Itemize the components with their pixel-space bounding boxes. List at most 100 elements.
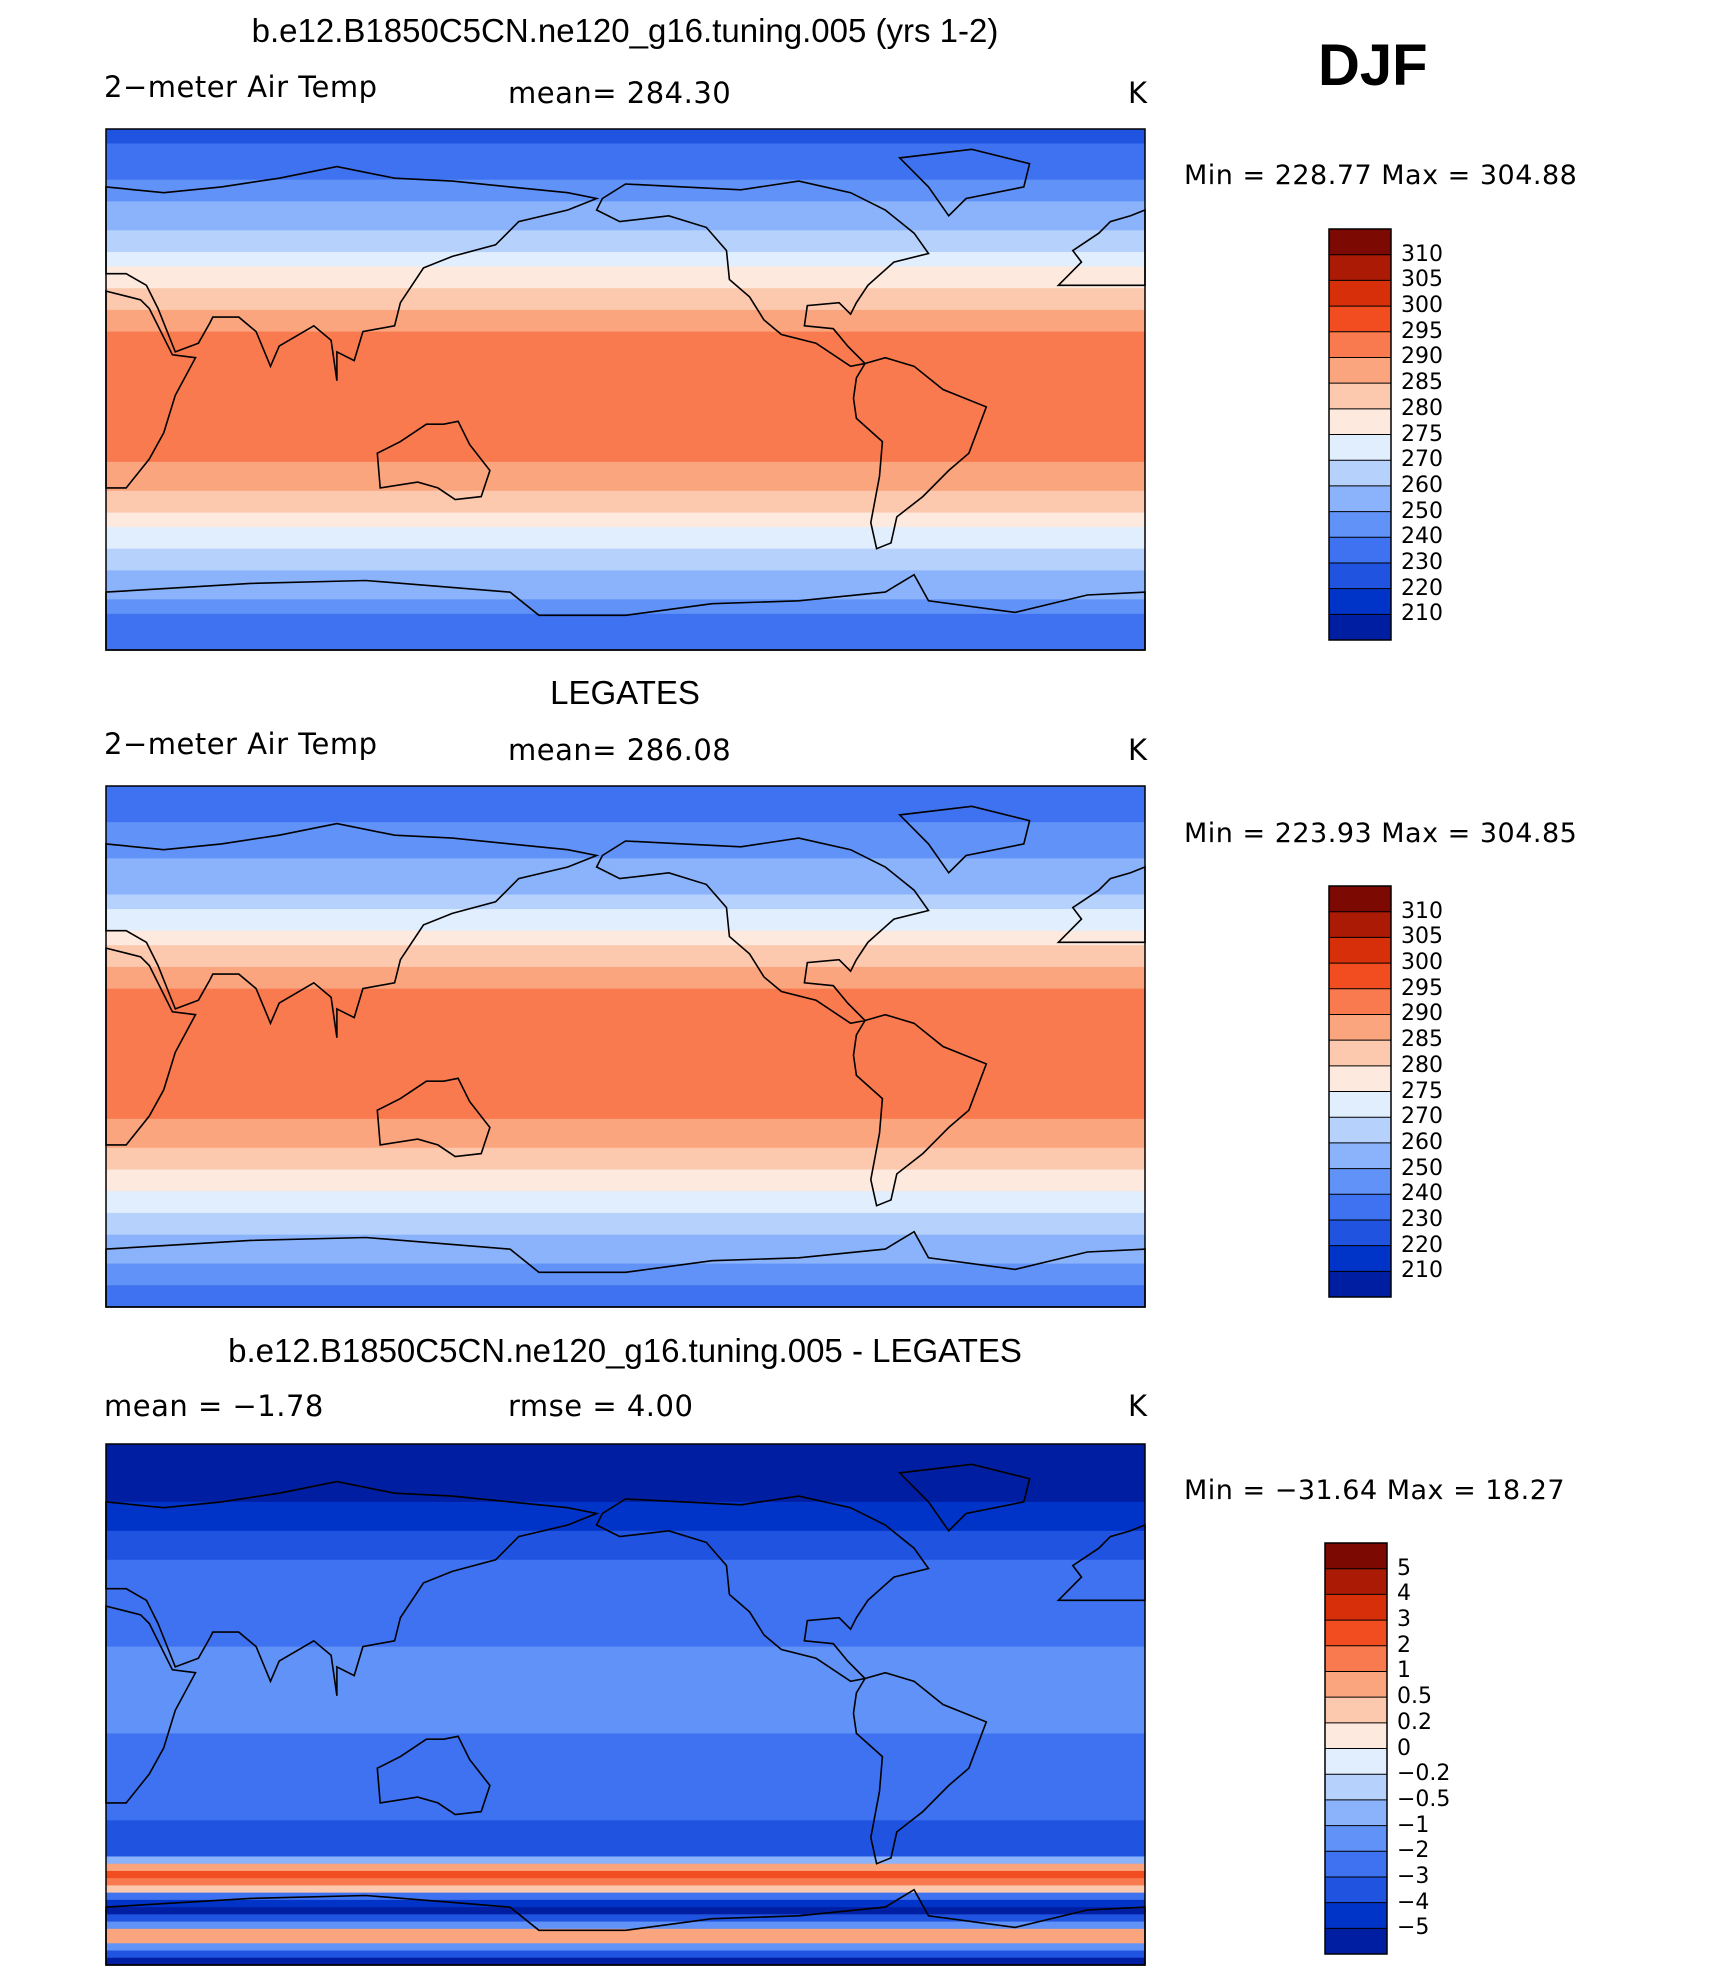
- zonal-band: [106, 1878, 1145, 1887]
- zonal-band: [106, 1921, 1145, 1930]
- zonal-band: [106, 382, 1145, 391]
- coastline: [105, 165, 600, 381]
- zonal-band: [106, 1733, 1145, 1742]
- colorbar-tick-label: 300: [1401, 950, 1443, 976]
- colorbar-swatch: [1329, 886, 1391, 913]
- zonal-band: [106, 302, 1145, 311]
- colorbar-swatch: [1329, 1065, 1391, 1092]
- zonal-band: [106, 1024, 1145, 1033]
- zonal-band: [106, 1559, 1145, 1568]
- colorbar-tick-label: 250: [1401, 498, 1443, 524]
- colorbar-tick-label: 0.2: [1397, 1709, 1432, 1735]
- zonal-band: [106, 295, 1145, 304]
- zonal-band: [106, 309, 1145, 318]
- zonal-band: [106, 1588, 1145, 1597]
- colorbar-swatch: [1329, 408, 1391, 435]
- colorbar-tick-label: −0.2: [1397, 1761, 1451, 1787]
- coastline: [105, 290, 197, 489]
- zonal-band: [106, 1068, 1145, 1077]
- panel-1-variable: 2−meter Air Temp: [104, 70, 378, 104]
- zonal-band: [106, 959, 1145, 968]
- zonal-band: [106, 476, 1145, 485]
- panel-3-colorbar: [1324, 1542, 1388, 1955]
- zonal-band: [106, 1567, 1145, 1575]
- zonal-band: [106, 1278, 1145, 1286]
- zonal-band: [106, 1285, 1145, 1294]
- colorbar-frame: [1328, 228, 1392, 641]
- colorbar-swatch: [1325, 1645, 1387, 1672]
- colorbar-swatch: [1325, 1851, 1387, 1878]
- zonal-band: [106, 541, 1145, 550]
- zonal-band: [106, 988, 1145, 997]
- colorbar-tick-label: 295: [1401, 975, 1443, 1001]
- zonal-band: [106, 1104, 1145, 1113]
- zonal-band: [106, 1191, 1145, 1200]
- colorbar-tick-label: 285: [1401, 370, 1443, 396]
- zonal-band: [106, 389, 1145, 398]
- panel-1-minmax: Min = 228.77 Max = 304.88: [1184, 160, 1578, 191]
- colorbar-swatch: [1325, 1697, 1387, 1724]
- zonal-band: [106, 916, 1145, 925]
- zonal-band: [106, 280, 1145, 289]
- zonal-band: [106, 244, 1145, 253]
- zonal-band: [106, 1212, 1145, 1221]
- zonal-band: [106, 201, 1145, 210]
- zonal-band: [106, 880, 1145, 888]
- colorbar-swatch: [1325, 1568, 1387, 1595]
- zonal-band: [106, 1458, 1145, 1467]
- zonal-band: [106, 1711, 1145, 1720]
- colorbar-swatch: [1329, 331, 1391, 358]
- coastline: [595, 837, 930, 1025]
- panel-1-mean: mean= 284.30: [508, 76, 732, 110]
- coastline: [897, 1463, 1031, 1533]
- colorbar-tick-label: 260: [1401, 1129, 1443, 1155]
- colorbar-swatch: [1325, 1825, 1387, 1852]
- colorbar-swatch: [1329, 460, 1391, 487]
- zonal-band: [106, 1791, 1145, 1800]
- zonal-band: [106, 432, 1145, 441]
- zonal-band: [106, 230, 1145, 239]
- zonal-band: [106, 1451, 1145, 1460]
- colorbar-tick-label: 0: [1397, 1735, 1411, 1761]
- colorbar-tick-label: 270: [1401, 447, 1443, 473]
- panel-1-units: K: [1128, 76, 1148, 110]
- zonal-band: [106, 490, 1145, 499]
- panel-1-title: b.e12.B1850C5CN.ne120_g16.tuning.005 (yr…: [251, 12, 999, 49]
- zonal-band: [106, 215, 1145, 224]
- zonal-band: [106, 1805, 1145, 1814]
- zonal-band: [106, 1841, 1145, 1850]
- colorbar-swatch: [1329, 306, 1391, 333]
- zonal-band: [106, 1849, 1145, 1858]
- zonal-band: [106, 1704, 1145, 1713]
- colorbar-tick-label: 220: [1401, 575, 1443, 601]
- zonal-band: [106, 1538, 1145, 1546]
- zonal-band: [106, 1089, 1145, 1098]
- zonal-band: [106, 1530, 1145, 1539]
- colorbar-tick-label: 285: [1401, 1027, 1443, 1053]
- colorbar-swatch: [1325, 1928, 1387, 1955]
- zonal-band: [106, 353, 1145, 362]
- zonal-band: [106, 1914, 1145, 1923]
- zonal-band: [106, 1646, 1145, 1655]
- colorbar-swatch: [1329, 485, 1391, 513]
- coastline: [105, 1480, 600, 1696]
- zonal-band: [106, 584, 1145, 593]
- zonal-band: [106, 1263, 1145, 1272]
- zonal-band: [106, 1798, 1145, 1807]
- panel-1-colorbar: [1328, 228, 1392, 641]
- zonal-band: [106, 1661, 1145, 1669]
- colorbar-swatch: [1329, 254, 1391, 281]
- panel-2-title: LEGATES: [550, 674, 700, 711]
- zonal-band: [106, 851, 1145, 859]
- panel-3-rmse: rmse = 4.00: [508, 1389, 694, 1423]
- colorbar-swatch: [1329, 357, 1391, 384]
- zonal-band: [106, 1574, 1145, 1583]
- zonal-band: [106, 1046, 1145, 1055]
- zonal-band: [106, 1747, 1145, 1756]
- zonal-band: [106, 613, 1145, 622]
- zonal-band: [106, 1003, 1145, 1011]
- zonal-band: [106, 628, 1145, 637]
- zonal-band: [106, 1205, 1145, 1214]
- zonal-band: [106, 1017, 1145, 1026]
- colorbar-swatch: [1325, 1620, 1387, 1647]
